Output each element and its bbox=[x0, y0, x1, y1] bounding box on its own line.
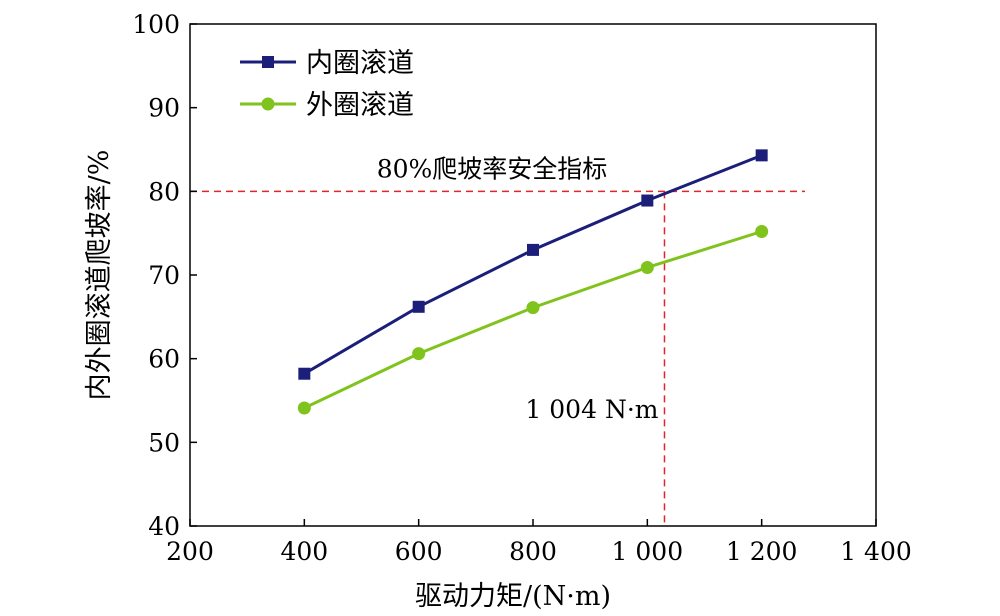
legend-marker-circle bbox=[261, 97, 275, 111]
data-point-square bbox=[412, 300, 425, 313]
x-axis-title: 驱动力矩/(N·m) bbox=[415, 581, 611, 612]
data-point-circle bbox=[412, 347, 426, 361]
data-point-circle bbox=[755, 224, 769, 238]
y-tick-label: 90 bbox=[148, 94, 180, 123]
series-line-2 bbox=[303, 230, 763, 410]
x-tick-label: 1 400 bbox=[840, 537, 912, 566]
data-point-circle bbox=[640, 260, 654, 274]
reference-label-horizontal: 80%爬坡率安全指标 bbox=[377, 154, 608, 183]
y-tick-label: 80 bbox=[148, 177, 180, 206]
reference-lines: 80%爬坡率安全指标 1 004 N·m bbox=[190, 154, 805, 526]
x-tick-label: 800 bbox=[509, 537, 557, 566]
data-point-square bbox=[298, 367, 311, 380]
x-tick-label: 400 bbox=[280, 537, 328, 566]
label-layer: 驱动力矩/(N·m) 内外圈滚道爬坡率/% bbox=[84, 150, 611, 612]
y-tick-label: 60 bbox=[148, 345, 180, 374]
axis-layer: 200 400 600 800 1 000 1 200 1 400 40 50 60 70 80 90 1… bbox=[132, 10, 912, 566]
y-tick-label: 70 bbox=[148, 261, 180, 290]
legend-label: 外圈滚道 bbox=[306, 90, 414, 121]
data-point-square bbox=[641, 194, 654, 207]
legend-marker-square bbox=[262, 56, 274, 68]
x-tick-label: 200 bbox=[166, 537, 214, 566]
plot-frame bbox=[189, 23, 877, 527]
series-layer bbox=[297, 149, 769, 415]
y-tick-label: 100 bbox=[132, 10, 180, 39]
data-point-circle bbox=[526, 301, 540, 315]
data-point-circle bbox=[297, 401, 311, 415]
y-axis-title: 内外圈滚道爬坡率/% bbox=[84, 150, 115, 401]
x-tick-label: 600 bbox=[395, 537, 443, 566]
y-tick-label: 50 bbox=[148, 428, 180, 457]
y-tick-label: 40 bbox=[148, 512, 180, 541]
x-tick-label: 1 000 bbox=[612, 537, 684, 566]
x-tick-label: 1 200 bbox=[726, 537, 798, 566]
series-line-1 bbox=[303, 153, 763, 376]
reference-label-vertical: 1 004 N·m bbox=[525, 395, 658, 424]
legend-label: 内圈滚道 bbox=[306, 48, 414, 79]
data-point-square bbox=[755, 149, 768, 162]
data-point-square bbox=[527, 243, 539, 256]
